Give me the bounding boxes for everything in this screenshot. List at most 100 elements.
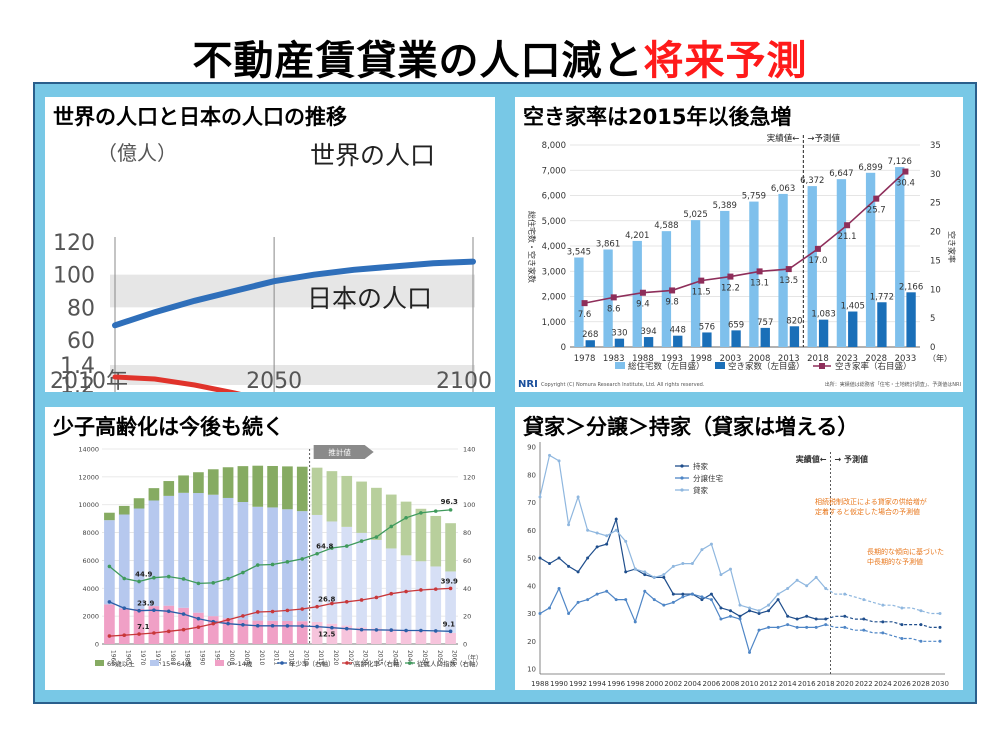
owner-occupied-point <box>938 625 942 629</box>
y-right-tick: 120 <box>463 473 475 481</box>
youth-rate-point <box>374 628 379 632</box>
total-housing-bar <box>720 210 730 347</box>
condominium-point <box>557 587 561 591</box>
owner-occupied-point <box>586 556 590 560</box>
owner-occupied-point <box>738 614 742 618</box>
world-population-line <box>112 258 476 329</box>
condominium-point <box>767 625 771 629</box>
dependency-index-point <box>285 560 290 564</box>
elderly-bar <box>237 466 249 503</box>
legend-label: 分譲住宅 <box>693 473 723 483</box>
working-age-bar <box>311 514 323 622</box>
vacancy-rate-label: 9.4 <box>636 300 650 310</box>
owner-occupied-point <box>624 570 628 574</box>
youth-bar <box>148 606 160 644</box>
dependency-index-point <box>107 564 112 569</box>
rental-point <box>652 575 656 579</box>
x-tick: 2004 <box>683 680 701 688</box>
dependency-index-point <box>330 546 334 550</box>
vacancy-chart: 8,000 7,000 6,000 5,000 4,000 3,000 2,000 1,000… <box>518 133 961 390</box>
legend-marker <box>345 661 349 665</box>
y-right-tick: 35 <box>930 141 941 151</box>
rental-point <box>728 567 732 571</box>
youth-rate-point <box>330 625 334 630</box>
panel-population-title: 世界の人口と日本の人口の推移 <box>53 105 347 129</box>
dependency-index-point <box>344 544 349 548</box>
working-age-bar <box>430 566 442 633</box>
x-tick: 2020 <box>332 650 339 665</box>
working-age-bar <box>237 502 249 620</box>
rental-point <box>805 584 809 588</box>
x-unit: （年） <box>928 353 952 363</box>
vacant-housing-bar <box>731 330 741 347</box>
owner-occupied-point <box>576 570 580 574</box>
dependency-index-point <box>374 535 379 539</box>
condominium-point <box>662 603 666 607</box>
youth-rate-point <box>166 609 171 614</box>
x-tick: 1992 <box>569 680 587 688</box>
note-tax-reform-line1: 相続税制改正による貸家の供給増が <box>815 497 927 506</box>
y-right-tick: 140 <box>463 446 475 454</box>
condominium-point <box>728 614 732 618</box>
rental-point <box>567 523 571 527</box>
y-right-tick: 20 <box>930 228 941 238</box>
source-text: 出所：実績値は総務省「住宅・土地統計調査」、予測値はNRI <box>825 381 961 388</box>
legend-marker <box>408 661 412 665</box>
youth-rate-point <box>137 608 141 613</box>
y-left-tick: 8000 <box>82 529 99 537</box>
x-tick: 2030 <box>931 680 949 688</box>
vacancy-rate-point <box>581 300 588 307</box>
forecast-annotation: →予測値 <box>807 133 840 144</box>
condominium-point <box>633 620 637 624</box>
rental-point <box>814 575 818 579</box>
x-unit: （年） <box>464 654 482 662</box>
youth-bar <box>341 625 353 644</box>
y-tick-top: 100 <box>53 264 95 289</box>
youth-bar <box>385 629 397 644</box>
rental-point <box>557 459 561 463</box>
x-tick: 2010 <box>741 680 759 688</box>
x-tick: 2013 <box>778 354 800 364</box>
rate-data-label: 9.1 <box>443 620 456 628</box>
japan-population-line <box>112 374 242 392</box>
owner-occupied-point <box>748 609 752 613</box>
panel-aging: 少子高齢化は今後も続く 14000 12000 10000 8000 6000 4000 2… <box>45 407 495 690</box>
total-housing-bar <box>574 257 584 347</box>
vacant-housing-bar <box>789 326 800 347</box>
vacant-housing-bar <box>760 327 770 347</box>
aging-rate-point <box>433 587 438 591</box>
youth-rate-point <box>448 629 453 634</box>
x-tick: 2012 <box>287 650 294 665</box>
rental-point <box>681 562 685 566</box>
note-long-term-line2: 中長期的な予測値 <box>867 557 923 566</box>
elderly-bar <box>104 512 115 521</box>
x-tick: 2020 <box>836 680 854 688</box>
vacancy-rate-label: 13.1 <box>750 278 769 288</box>
x-tick: 2003 <box>720 354 742 364</box>
rate-data-label: 7.1 <box>137 623 150 631</box>
legend-swatch <box>150 660 159 666</box>
condominium-point <box>576 600 580 604</box>
total-housing-label: 4,588 <box>654 221 678 231</box>
elderly-bar <box>222 467 234 498</box>
youth-rate-point <box>196 616 201 621</box>
owner-occupied-point <box>643 573 647 577</box>
elderly-bar <box>341 475 353 527</box>
youth-bar <box>311 621 323 644</box>
youth-bar <box>267 620 278 644</box>
owner-occupied-point <box>805 614 809 618</box>
y-right-tick: 5 <box>930 314 935 324</box>
working-age-bar <box>445 571 456 633</box>
working-age-bar <box>133 508 145 609</box>
vacant-housing-label: 757 <box>757 318 773 328</box>
youth-rate-point <box>404 628 408 633</box>
x-tick: 2050 <box>246 369 302 392</box>
y-tick: 10 <box>527 666 536 674</box>
owner-occupied-point <box>671 592 675 596</box>
y-left-tick: 0 <box>95 641 99 649</box>
vacant-housing-bar <box>702 332 712 347</box>
y-left-tick: 0 <box>561 343 566 353</box>
rental-point <box>776 592 780 596</box>
condominium-point <box>652 598 656 602</box>
owner-occupied-point <box>538 556 542 560</box>
